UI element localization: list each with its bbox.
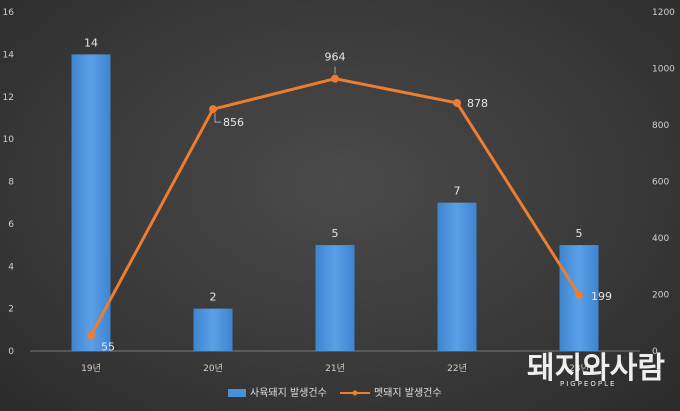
bar-series: 14 2 5 7 5 [71,36,599,351]
legend-swatch-marker [352,390,358,396]
y-right-tick-label: 200 [652,291,669,301]
line-point [453,98,461,107]
y-right-tick-label: 600 [652,178,669,188]
bar [315,245,355,351]
x-tick-label: 22년 [447,363,467,374]
y-left-tick-label: 6 [8,220,14,230]
line-data-label: 964 [325,51,346,64]
right-axis: 0 200 400 600 800 1000 1200 [652,8,675,357]
y-right-tick-label: 800 [652,121,669,131]
bar [71,54,111,351]
y-left-tick-label: 10 [3,135,15,145]
line-data-label: 199 [591,290,612,303]
x-axis: 19년 20년 21년 22년 23년 [81,363,589,374]
line-point [209,105,217,114]
x-tick-label: 23년 [569,363,589,374]
line-point [575,290,583,299]
y-right-tick-label: 1200 [652,8,675,18]
line-point [331,74,339,83]
y-left-tick-label: 14 [3,50,15,60]
bar-data-label: 5 [332,227,339,240]
y-left-tick-label: 2 [8,305,14,315]
line-data-label: 856 [223,116,244,129]
y-right-tick-label: 0 [652,347,658,357]
y-left-tick-label: 8 [8,178,14,188]
y-left-tick-label: 0 [8,347,14,357]
legend-label-bar: 사육돼지 발생건수 [250,387,327,399]
line-data-label: 878 [467,97,488,110]
y-right-tick-label: 1000 [652,65,675,75]
y-left-tick-label: 4 [8,262,14,272]
watermark-sub: PIGPEOPLE [560,380,616,388]
bar-data-label: 2 [210,291,217,304]
line-data-label: 55 [101,340,115,353]
x-tick-label: 21년 [325,363,345,374]
bar [437,202,477,351]
watermark-main: 돼지와사람 [527,351,665,386]
x-tick-label: 20년 [203,363,223,374]
bar-data-label: 14 [84,36,98,49]
data-label-leader [214,113,221,123]
legend: 사육돼지 발생건수 멧돼지 발생건수 [228,387,442,399]
x-tick-label: 19년 [81,363,101,374]
legend-label-line: 멧돼지 발생건수 [374,387,442,399]
y-left-tick-label: 16 [3,8,15,18]
bar [193,308,233,351]
watermark-logo: 돼지와사람 PIGPEOPLE [527,351,665,388]
legend-swatch-bar [228,389,246,397]
bar-data-label: 7 [454,185,461,198]
bar-data-label: 5 [576,227,583,240]
line-point [87,331,95,340]
y-left-tick-label: 12 [3,93,14,103]
y-right-tick-label: 400 [652,234,669,244]
